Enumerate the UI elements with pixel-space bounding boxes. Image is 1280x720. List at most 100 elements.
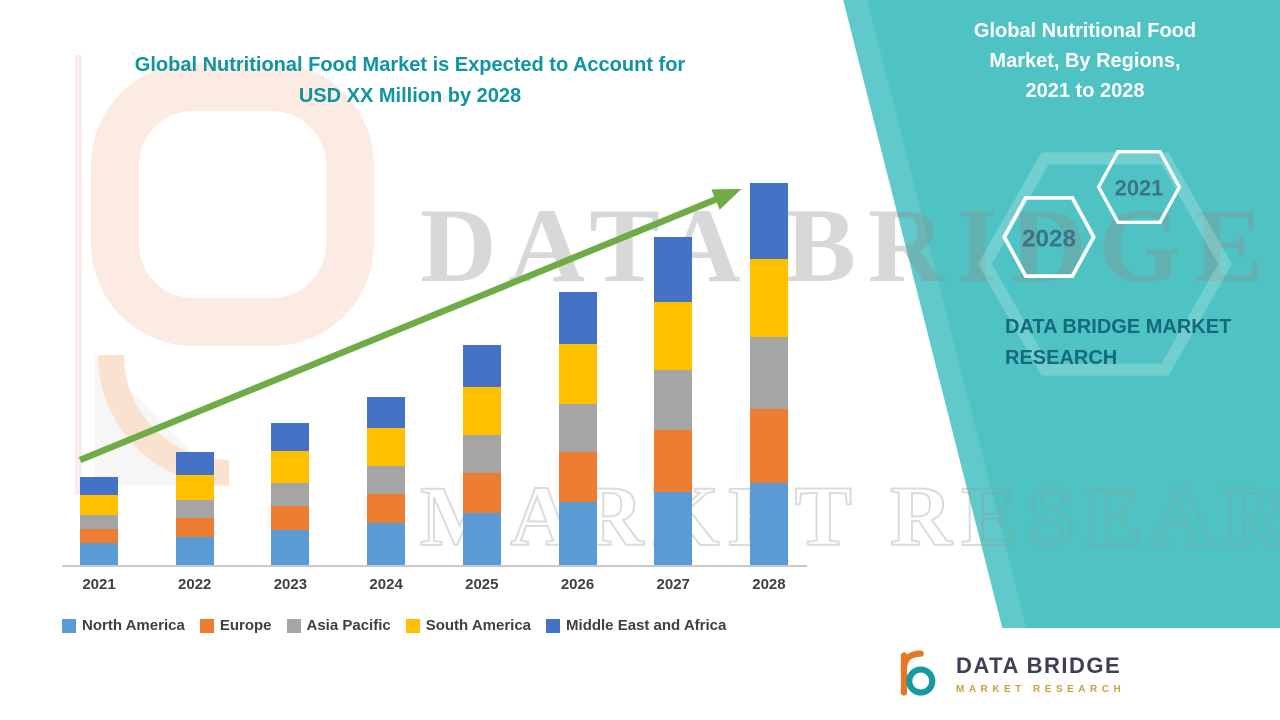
bar-2027 [654,237,693,565]
bar-segment-2025-middle-east-and-africa [462,345,501,387]
bar-segment-2022-south-america [175,475,214,500]
bar-segment-2023-south-america [271,451,310,483]
bar-segment-2023-middle-east-and-africa [271,423,310,451]
bar-segment-2027-south-america [654,302,693,370]
legend-label: Middle East and Africa [566,617,727,634]
legend-label: Europe [219,617,272,634]
footer-logo-box: DATA BRIDGE MARKET RESEARCH [872,628,1280,720]
right-title-line2: Market, By Regions, [989,50,1181,72]
trend-arrow [78,188,742,464]
bar-segment-2026-north-america [558,502,597,565]
bar-segment-2026-europe [558,452,597,502]
x-axis-label-2027: 2027 [654,576,692,593]
x-axis-label-text: 2022 [178,576,212,593]
bar-2026 [558,292,597,565]
bar-segment-2027-middle-east-and-africa [654,237,693,302]
hexagon-2028-label: 2028 [1022,225,1076,252]
bar-segment-2027-europe [654,430,693,492]
right-panel-title: Global Nutritional Food Market, By Regio… [920,16,1250,106]
legend-item-europe: Europe [199,617,272,634]
footer-logo-title: DATA BRIDGE [956,653,1122,678]
chart-title-line1: Global Nutritional Food Market is Expect… [134,54,686,76]
bar-segment-2023-north-america [271,530,310,565]
bar-segment-2026-asia-pacific [558,404,597,452]
bar-segment-2028-middle-east-and-africa [749,183,788,259]
right-title-line3: 2021 to 2028 [1025,80,1145,102]
bar-2024 [367,397,406,565]
bar-segment-2021-asia-pacific [80,515,118,529]
legend-label: Asia Pacific [306,617,391,634]
bar-2025 [462,345,501,565]
legend-swatch-icon [62,618,76,633]
x-axis-label-2021: 2021 [80,576,118,593]
bar-2021 [80,477,118,565]
chart-legend: North America Europe Asia Pacific South Ame… [62,617,726,634]
legend-swatch-icon [286,618,301,633]
bar-segment-2024-south-america [367,428,406,466]
bar-segment-2028-europe [749,409,788,483]
legend-swatch-icon [546,618,561,633]
x-axis-label-text: 2027 [656,576,690,593]
x-axis-label-2025: 2025 [463,576,501,593]
legend-item-asia-pacific: Asia Pacific [286,617,391,634]
x-axis-label-text: 2028 [752,576,786,593]
legend-item-north-america: North America [62,617,185,634]
bar-segment-2024-north-america [367,523,406,565]
bar-segment-2023-europe [271,506,310,530]
databridge-logo-icon [900,650,936,696]
brand-name-text: DATA BRIDGE MARKET RESEARCH [1005,316,1232,369]
bar-segment-2027-asia-pacific [654,370,693,430]
bar-segment-2027-north-america [654,492,693,565]
x-axis-label-text: 2021 [82,576,116,593]
bar-segment-2024-asia-pacific [367,466,406,494]
chart-title-line2: USD XX Million by 2028 [298,85,522,107]
bar-segment-2028-north-america [749,483,788,565]
bar-segment-2028-asia-pacific [749,337,788,409]
hexagon-2021-label: 2021 [1115,175,1164,200]
x-axis-label-2028: 2028 [750,576,788,593]
bar-segment-2024-middle-east-and-africa [367,397,406,428]
x-axis-line [62,565,807,567]
legend-swatch-icon [199,618,214,633]
x-axis-label-2022: 2022 [176,576,214,593]
bar-segment-2025-south-america [462,387,501,435]
bar-segment-2024-europe [367,494,406,523]
footer-logo-subtitle: MARKET RESEARCH [956,684,1126,695]
hexagon-badge-2028: 2028 [1002,196,1096,278]
x-axis-label-text: 2023 [273,576,308,593]
bar-segment-2023-asia-pacific [271,483,310,506]
x-axis-labels: 2021 2022 2023 2024 2025 2026 2027 2028 [80,576,788,593]
bar-segment-2026-south-america [558,344,597,404]
bar-segment-2022-asia-pacific [175,500,214,518]
x-axis-label-2023: 2023 [271,576,309,593]
chart-title: Global Nutritional Food Market is Expect… [40,50,780,112]
right-title-line1: Global Nutritional Food [973,20,1197,42]
legend-item-middle-east-and-africa: Middle East and Africa [546,617,726,634]
x-axis-label-text: 2026 [560,576,595,593]
bar-segment-2021-europe [80,529,118,543]
bar-2023 [271,423,310,565]
bar-segment-2025-asia-pacific [462,435,501,473]
legend-label: North America [82,617,185,634]
stacked-bar-chart [80,180,788,565]
bar-segment-2025-north-america [462,513,501,565]
bar-segment-2022-north-america [175,537,214,565]
bar-segment-2021-middle-east-and-africa [80,477,118,495]
legend-item-south-america: South America [405,617,532,634]
hexagon-badge-2021: 2021 [1096,150,1182,224]
x-axis-label-text: 2024 [369,576,403,593]
legend-swatch-icon [405,618,420,633]
bar-2022 [175,452,214,565]
bar-segment-2025-europe [462,473,501,513]
bar-segment-2028-south-america [749,259,788,337]
legend-label: South America [425,617,532,634]
bar-segment-2026-middle-east-and-africa [558,292,597,344]
bar-segment-2021-north-america [80,543,118,565]
bar-segment-2022-middle-east-and-africa [175,452,214,475]
bar-segment-2022-europe [175,518,214,537]
x-axis-label-text: 2025 [465,576,499,593]
bar-segment-2021-south-america [80,495,118,515]
bar-2028 [749,183,788,565]
x-axis-label-2024: 2024 [367,576,405,593]
